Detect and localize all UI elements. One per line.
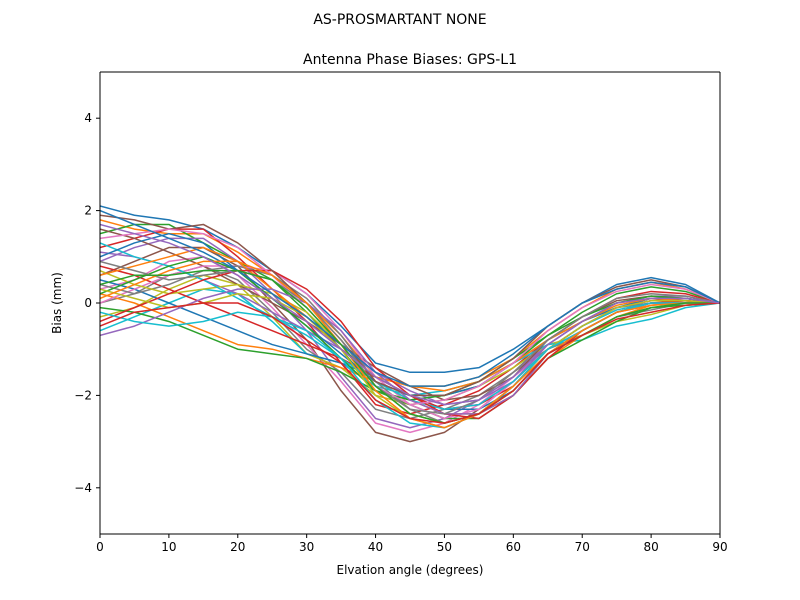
x-tick-label: 10 bbox=[161, 540, 176, 554]
series-line-33 bbox=[100, 269, 720, 424]
x-tick-label: 50 bbox=[437, 540, 452, 554]
chart-title: Antenna Phase Biases: GPS-L1 bbox=[303, 52, 517, 68]
y-axis-label: Bias (mm) bbox=[50, 272, 64, 334]
x-tick-label: 80 bbox=[643, 540, 658, 554]
x-tick-label: 20 bbox=[230, 540, 245, 554]
x-tick-label: 60 bbox=[506, 540, 521, 554]
y-tick-label: 0 bbox=[84, 296, 92, 310]
x-tick-label: 90 bbox=[712, 540, 727, 554]
series-layer bbox=[100, 205, 720, 443]
y-tick-label: −4 bbox=[74, 481, 92, 495]
y-tick-label: −2 bbox=[74, 388, 92, 402]
series-line-27 bbox=[100, 228, 720, 406]
x-axis-label: Elvation angle (degrees) bbox=[337, 563, 484, 577]
x-axis-ticks: 0 10 20 30 40 50 60 70 80 90 bbox=[96, 534, 728, 554]
x-tick-label: 30 bbox=[299, 540, 314, 554]
series-line-35 bbox=[100, 223, 720, 406]
x-tick-label: 70 bbox=[575, 540, 590, 554]
series-line-31 bbox=[100, 209, 720, 387]
series-line-28 bbox=[100, 260, 720, 415]
y-axis-ticks: −4 −2 0 2 4 bbox=[74, 111, 100, 495]
series-line-34 bbox=[100, 302, 720, 424]
x-tick-label: 0 bbox=[96, 540, 104, 554]
y-tick-label: 4 bbox=[84, 111, 92, 125]
figure-suptitle: AS-PROSMARTANT NONE bbox=[313, 12, 486, 28]
axes-frame bbox=[99, 71, 721, 535]
y-tick-label: 2 bbox=[84, 204, 92, 218]
x-tick-label: 40 bbox=[368, 540, 383, 554]
